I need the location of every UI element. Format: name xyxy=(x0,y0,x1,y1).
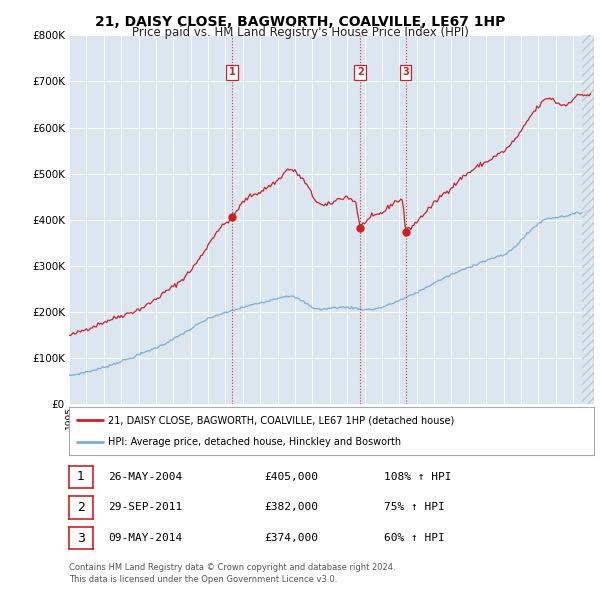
Text: 26-MAY-2004: 26-MAY-2004 xyxy=(108,472,182,481)
Text: 75% ↑ HPI: 75% ↑ HPI xyxy=(384,503,445,512)
Text: 1: 1 xyxy=(229,67,235,77)
Text: 3: 3 xyxy=(402,67,409,77)
Text: 21, DAISY CLOSE, BAGWORTH, COALVILLE, LE67 1HP: 21, DAISY CLOSE, BAGWORTH, COALVILLE, LE… xyxy=(95,15,505,29)
Text: 2: 2 xyxy=(357,67,364,77)
Text: 2: 2 xyxy=(77,501,85,514)
Text: 21, DAISY CLOSE, BAGWORTH, COALVILLE, LE67 1HP (detached house): 21, DAISY CLOSE, BAGWORTH, COALVILLE, LE… xyxy=(109,415,455,425)
Text: 29-SEP-2011: 29-SEP-2011 xyxy=(108,503,182,512)
Bar xyxy=(582,35,599,404)
Text: 108% ↑ HPI: 108% ↑ HPI xyxy=(384,472,452,481)
Text: 3: 3 xyxy=(77,532,85,545)
Text: 09-MAY-2014: 09-MAY-2014 xyxy=(108,533,182,543)
Text: 1: 1 xyxy=(77,470,85,483)
Text: £405,000: £405,000 xyxy=(264,472,318,481)
Text: 60% ↑ HPI: 60% ↑ HPI xyxy=(384,533,445,543)
Text: This data is licensed under the Open Government Licence v3.0.: This data is licensed under the Open Gov… xyxy=(69,575,337,584)
Text: Price paid vs. HM Land Registry's House Price Index (HPI): Price paid vs. HM Land Registry's House … xyxy=(131,26,469,39)
Text: HPI: Average price, detached house, Hinckley and Bosworth: HPI: Average price, detached house, Hinc… xyxy=(109,437,401,447)
Text: Contains HM Land Registry data © Crown copyright and database right 2024.: Contains HM Land Registry data © Crown c… xyxy=(69,563,395,572)
Text: £374,000: £374,000 xyxy=(264,533,318,543)
Text: £382,000: £382,000 xyxy=(264,503,318,512)
